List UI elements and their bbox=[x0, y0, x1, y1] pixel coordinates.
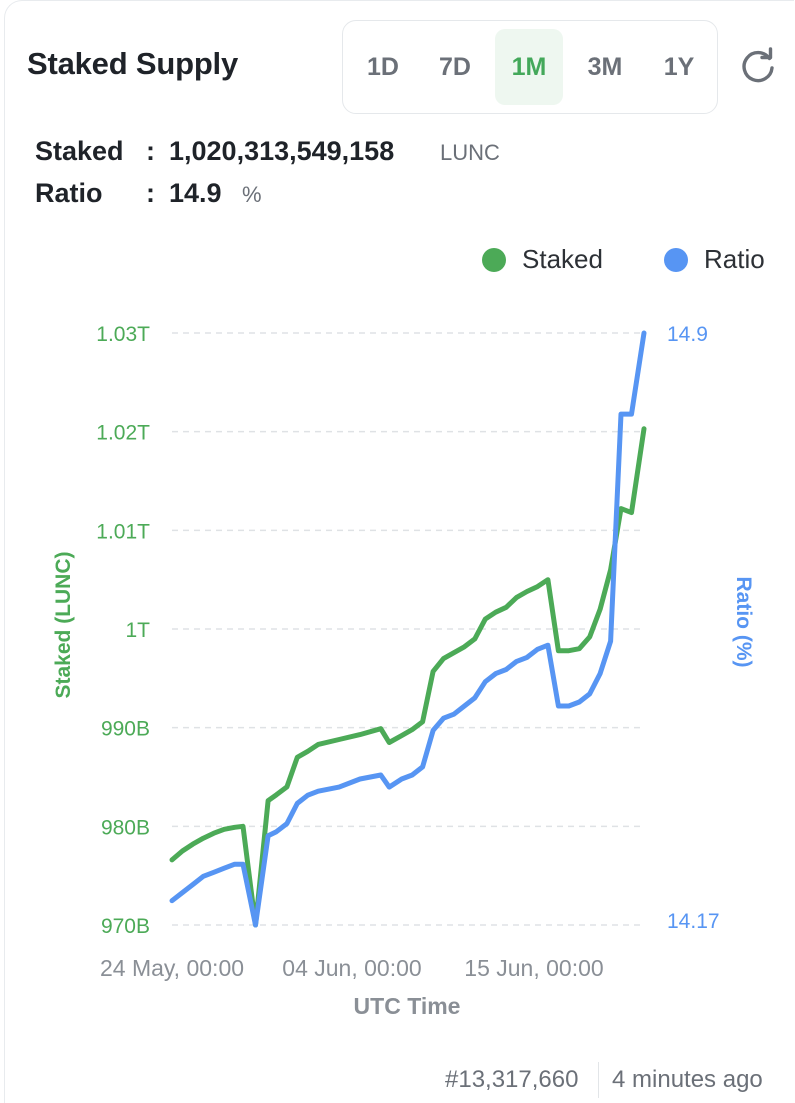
range-7d-button[interactable]: 7D bbox=[439, 52, 471, 81]
footer-divider bbox=[598, 1062, 599, 1098]
refresh-icon[interactable] bbox=[738, 46, 778, 86]
legend-ratio[interactable]: Ratio bbox=[664, 244, 765, 275]
legend-staked[interactable]: Staked bbox=[482, 244, 603, 275]
series-line-staked bbox=[169, 426, 647, 928]
staked-ratio-chart: 970B 980B 990B 1T 1.01T 1.02T 1.03T 14.9 14.17 24… bbox=[52, 323, 755, 1019]
staked-unit: LUNC bbox=[440, 140, 500, 165]
x-tick-label: 04 Jun, 00:00 bbox=[282, 955, 421, 981]
y-left-axis-title: Staked (LUNC) bbox=[52, 551, 75, 698]
range-1m-button[interactable]: 1M bbox=[495, 29, 563, 105]
x-axis-title: UTC Time bbox=[354, 993, 461, 1019]
ratio-unit: % bbox=[242, 182, 262, 207]
legend-staked-dot bbox=[482, 247, 506, 272]
last-updated: 4 minutes ago bbox=[612, 1066, 763, 1093]
y-right-tick-label: 14.17 bbox=[667, 910, 720, 933]
staked-label: Staked bbox=[35, 136, 124, 166]
ratio-label: Ratio bbox=[35, 178, 103, 208]
y-left-tick-label: 1.02T bbox=[96, 422, 150, 445]
y-left-tick-label: 990B bbox=[101, 718, 150, 741]
y-left-tick-label: 980B bbox=[101, 816, 150, 839]
y-left-tick-label: 1.01T bbox=[96, 520, 150, 543]
y-right-axis-title: Ratio (%) bbox=[732, 577, 755, 668]
y-left-tick-label: 1.03T bbox=[96, 323, 150, 346]
x-tick-label: 15 Jun, 00:00 bbox=[464, 955, 603, 981]
range-1y-button[interactable]: 1Y bbox=[663, 52, 695, 81]
series-line-ratio bbox=[169, 330, 647, 928]
ratio-value: 14.9 bbox=[169, 178, 222, 208]
block-number[interactable]: #13,317,660 bbox=[445, 1066, 579, 1093]
y-right-tick-label: 14.9 bbox=[667, 323, 708, 346]
range-1d-button[interactable]: 1D bbox=[367, 52, 399, 81]
y-left-tick-label: 1T bbox=[125, 619, 150, 642]
legend-ratio-label: Ratio bbox=[704, 244, 765, 274]
staked-supply-card bbox=[4, 0, 794, 1103]
ratio-colon: : bbox=[146, 178, 155, 208]
time-range-selector: 1D 7D 1M 3M 1Y bbox=[342, 20, 718, 114]
staked-value: 1,020,313,549,158 bbox=[169, 136, 395, 166]
card-title: Staked Supply bbox=[27, 46, 239, 81]
legend-staked-label: Staked bbox=[522, 244, 603, 274]
x-tick-label: 24 May, 00:00 bbox=[100, 955, 244, 981]
range-3m-button[interactable]: 3M bbox=[587, 52, 623, 81]
staked-colon: : bbox=[146, 136, 155, 166]
y-left-tick-label: 970B bbox=[101, 915, 150, 938]
legend-ratio-dot bbox=[664, 247, 688, 272]
